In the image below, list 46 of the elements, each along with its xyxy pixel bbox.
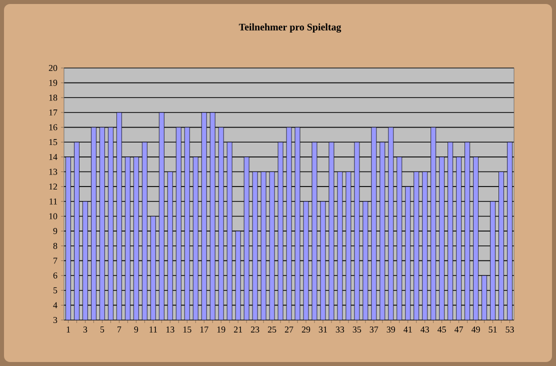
x-tick-label: 19 (217, 326, 226, 333)
x-tick-label: 53 (506, 326, 514, 333)
y-tick-label: 9 (53, 228, 58, 234)
x-tick-label: 15 (183, 326, 192, 333)
x-tick-label: 49 (471, 326, 480, 333)
x-tick-label: 7 (118, 326, 122, 332)
y-tick-label: 11 (50, 198, 57, 204)
x-tick-label: 9 (134, 326, 138, 333)
x-tick-label: 3 (83, 326, 88, 333)
x-tick-label: 39 (386, 326, 396, 333)
x-tick-label: 33 (336, 326, 344, 333)
x-tick-label: 35 (352, 326, 362, 333)
x-tick-label: 17 (200, 326, 208, 332)
x-tick-label: 5 (100, 326, 104, 332)
y-tick-label: 4 (53, 302, 58, 308)
x-tick-label: 11 (150, 326, 157, 332)
y-tick-label: 16 (49, 124, 58, 130)
x-tick-label: 29 (302, 326, 310, 333)
x-tick-label: 51 (488, 326, 497, 333)
x-tick-label: 47 (454, 326, 464, 332)
y-tick-label: 15 (49, 139, 58, 146)
y-tick-label: 5 (54, 287, 58, 294)
x-tick-label: 27 (284, 326, 294, 332)
y-tick-label: 7 (54, 258, 58, 264)
x-tick-label: 45 (438, 326, 446, 333)
x-tick-label: 37 (370, 326, 378, 333)
y-tick-label: 20 (48, 64, 58, 72)
y-tick-label: 12 (49, 184, 57, 190)
x-tick-label: 21 (234, 326, 242, 332)
y-tick-label: 19 (49, 80, 58, 86)
y-tick-label: 10 (49, 213, 58, 220)
x-tick-label: 43 (420, 326, 429, 333)
chart-title: Teilnehmer pro Spieltag (238, 23, 342, 33)
y-tick-label: 6 (53, 272, 58, 279)
x-tick-label: 23 (250, 326, 260, 333)
y-tick-label: 18 (49, 94, 58, 101)
y-tick-label: 14 (49, 154, 58, 160)
y-tick-label: 3 (53, 316, 58, 324)
y-tick-label: 8 (53, 242, 58, 249)
x-tick-label: 13 (166, 326, 174, 333)
y-tick-label: 13 (49, 168, 58, 175)
x-tick-label: 31 (318, 326, 327, 333)
x-tick-label: 25 (268, 326, 276, 333)
x-tick-label: 41 (404, 326, 412, 332)
x-tick-label: 1 (66, 326, 70, 332)
y-tick-label: 17 (49, 110, 58, 116)
